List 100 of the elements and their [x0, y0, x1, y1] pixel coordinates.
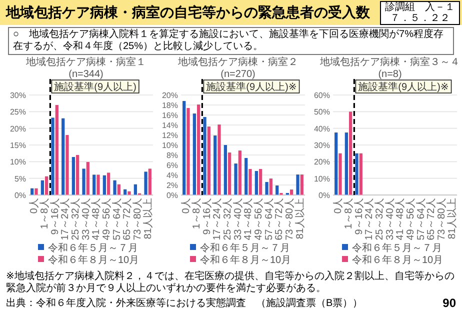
y-tick-label: 12%	[162, 131, 178, 140]
x-tick-label: 73～80人	[284, 198, 296, 240]
y-tick-label: 4%	[166, 171, 178, 180]
legend-label: 令和６年８月～10月	[48, 254, 140, 266]
x-tick-label: 65～72人	[122, 198, 134, 240]
x-tick-label: 81人以上	[294, 198, 306, 240]
y-tick-label: 30%	[314, 141, 330, 150]
bar	[113, 180, 116, 195]
text: 90	[442, 296, 456, 310]
y-tick-label: 15%	[10, 141, 26, 150]
legend-label: 令和６年８月～10月	[352, 254, 444, 266]
bar	[300, 174, 304, 195]
text: ※地域包括ケア病棟入院料２，４では、在宅医療の提供、自宅等からの入院２割以上、自宅等からの緊急入院が前３か月で９人以上のいずれかの要件を満たす必要がある。	[6, 271, 456, 295]
x-tick-label: 57～64人	[416, 198, 427, 240]
bar	[96, 174, 100, 195]
ref-line-label: 施設基準(9人以上)※	[358, 81, 449, 93]
x-tick-label: 0人	[29, 198, 40, 214]
y-tick-label: 10%	[162, 141, 178, 150]
y-tick-label: 40%	[314, 124, 330, 134]
bar	[186, 108, 190, 195]
x-tick-label: 0人	[181, 198, 192, 214]
x-tick-label: 73～80人	[436, 198, 448, 240]
bar	[355, 153, 358, 195]
x-tick-label: 49～56人	[102, 198, 112, 240]
x-tick-label: 1～8人	[344, 198, 354, 230]
x-tick-label: 57～64人	[264, 198, 275, 240]
bar	[269, 178, 272, 195]
y-tick-label: 2%	[166, 181, 178, 190]
y-tick-label: 0%	[318, 191, 330, 200]
legend-label: 令和６年５月～７月	[48, 242, 138, 254]
bar	[224, 145, 227, 195]
bar	[207, 126, 210, 195]
x-tick-label: 1～8人	[40, 198, 50, 230]
bar	[128, 191, 131, 195]
y-tick-label: 20%	[162, 91, 178, 100]
x-tick-label: 17～24人	[60, 198, 72, 240]
x-tick-label: 41～48人	[91, 198, 102, 240]
y-tick-label: 50%	[314, 108, 330, 117]
bar	[238, 150, 242, 195]
text: 地域包括ケア病棟・病室の自宅等からの緊急患者の受入数	[6, 3, 371, 22]
chart-subtitle: (n=270)	[220, 69, 256, 80]
x-tick-label: 17～24人	[364, 198, 376, 240]
y-tick-label: 20%	[10, 124, 26, 134]
bar	[144, 172, 148, 195]
bar	[265, 182, 268, 195]
x-tick-label: 41～48人	[243, 198, 254, 240]
bar	[182, 101, 186, 195]
bar	[86, 162, 90, 195]
bar	[66, 135, 69, 195]
bar	[203, 117, 206, 195]
chart-subtitle: (n=344)	[68, 69, 104, 80]
y-tick-label: 6%	[166, 161, 178, 170]
x-tick-label: 33～40人	[80, 198, 92, 240]
bar	[55, 105, 58, 195]
y-tick-label: 16%	[162, 111, 178, 120]
y-tick-label: 5%	[14, 174, 26, 184]
bar	[228, 152, 232, 195]
bar	[148, 168, 152, 195]
text: 診調組 入－１	[384, 2, 456, 13]
y-tick-label: 30%	[10, 91, 26, 100]
bar	[248, 169, 252, 195]
x-tick-label: 9～16人	[50, 198, 61, 235]
bar	[344, 132, 348, 195]
bar	[117, 184, 120, 195]
bar	[244, 158, 248, 195]
x-tick-label: 9～16人	[202, 198, 213, 235]
x-tick-label: 9～16人	[354, 198, 365, 235]
x-tick-label: 25～32人	[222, 198, 234, 240]
x-tick-label: 1～8人	[192, 198, 202, 230]
bar	[338, 153, 342, 195]
bar	[192, 114, 196, 195]
text: ○ 地域包括ケア病棟入院料１を算定する施設において、施設基準を下回る医療機関が7%程度存在するが、令和４年度（25%）と比較し減少している。	[8, 27, 454, 55]
y-tick-label: 14%	[162, 121, 178, 130]
bar	[134, 184, 137, 195]
x-tick-label: 17～24人	[212, 198, 224, 240]
y-tick-label: 20%	[314, 158, 330, 167]
bar	[34, 188, 38, 195]
x-tick-label: 65～72人	[426, 198, 438, 240]
bar	[102, 175, 106, 195]
x-tick-label: 33～40人	[232, 198, 244, 240]
x-tick-label: 0人	[333, 198, 344, 214]
bar	[107, 172, 110, 195]
bar	[254, 171, 258, 195]
bar	[62, 118, 65, 195]
y-tick-label: 25%	[10, 108, 26, 117]
bar	[359, 153, 362, 195]
bar	[334, 132, 338, 195]
bar	[45, 176, 48, 195]
x-tick-label: 81人以上	[446, 198, 458, 240]
bar	[296, 174, 300, 195]
bar	[218, 124, 221, 195]
source-note: 出典：令和６年度入院・外来医療等における実態調査 （施設調査票（B票））	[6, 298, 364, 310]
x-tick-label: 49～56人	[406, 198, 416, 240]
bar	[92, 174, 96, 195]
bar	[72, 157, 75, 195]
y-tick-label: 0%	[14, 191, 26, 200]
x-tick-label: 25～32人	[70, 198, 82, 240]
text: ７．５．２２	[389, 13, 451, 24]
legend-label: 令和６年５月～７月	[200, 242, 290, 254]
y-tick-label: 10%	[314, 174, 330, 184]
